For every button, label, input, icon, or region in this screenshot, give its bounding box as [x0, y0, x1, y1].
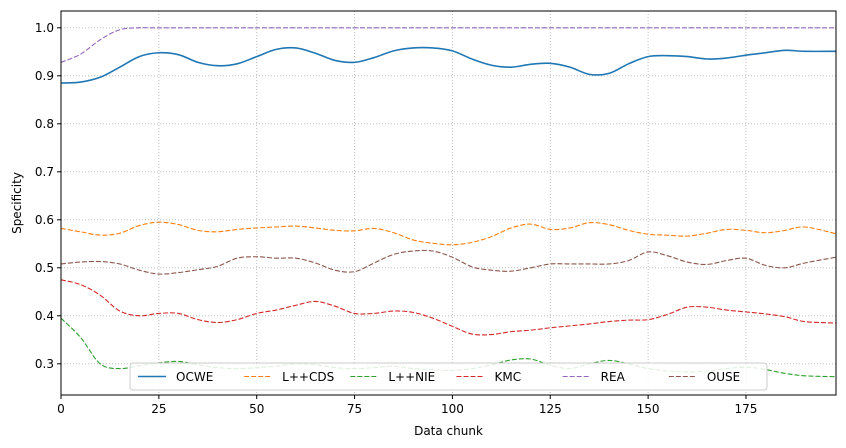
- legend-box: [129, 362, 768, 391]
- x-tick-label: 125: [539, 402, 562, 416]
- y-tick-label: 1.0: [35, 21, 54, 35]
- series-line-l-cds: [60, 221, 837, 246]
- x-tick-label: 75: [347, 402, 362, 416]
- y-axis-label: Specificity: [10, 172, 24, 234]
- series-line-rea: [60, 27, 836, 63]
- y-tick-label: 0.5: [35, 261, 54, 275]
- y-tick-label: 0.3: [35, 357, 54, 371]
- y-tick-label: 0.6: [35, 213, 54, 227]
- x-axis-label: Data chunk: [414, 424, 483, 438]
- legend-label: REA: [601, 370, 626, 384]
- x-tick-label: 150: [637, 402, 660, 416]
- legend-label: OCWE: [176, 370, 213, 384]
- series-lines: [60, 27, 837, 378]
- y-tick-label: 0.7: [35, 165, 54, 179]
- series-line-ocwe: [60, 46, 837, 84]
- legend-label: OUSE: [707, 370, 740, 384]
- x-tick-label: 50: [249, 402, 264, 416]
- series-line-kmc: [60, 279, 837, 336]
- series-line-ouse: [60, 249, 837, 275]
- y-tick-label: 0.4: [35, 309, 54, 323]
- legend: OCWE L++CDS L++NIE KMC REA OUSE: [129, 362, 768, 391]
- x-tick-label: 25: [151, 402, 166, 416]
- grid-lines: [60, 11, 836, 395]
- legend-label: L++NIE: [388, 370, 435, 384]
- legend-label: KMC: [495, 370, 522, 384]
- x-tick-label: 0: [57, 402, 65, 416]
- y-tick-label: 0.8: [35, 117, 54, 131]
- y-tick-label: 0.9: [35, 69, 54, 83]
- x-tick-label: 100: [441, 402, 464, 416]
- legend-label: L++CDS: [282, 370, 334, 384]
- x-tick-label: 175: [735, 402, 758, 416]
- x-axis-ticks: 0 25 50 75 100 125 150 175: [57, 395, 757, 416]
- y-axis-ticks: 0.3 0.4 0.5 0.6 0.7 0.8 0.9 1.0: [35, 21, 61, 371]
- plot-frame: [60, 10, 837, 396]
